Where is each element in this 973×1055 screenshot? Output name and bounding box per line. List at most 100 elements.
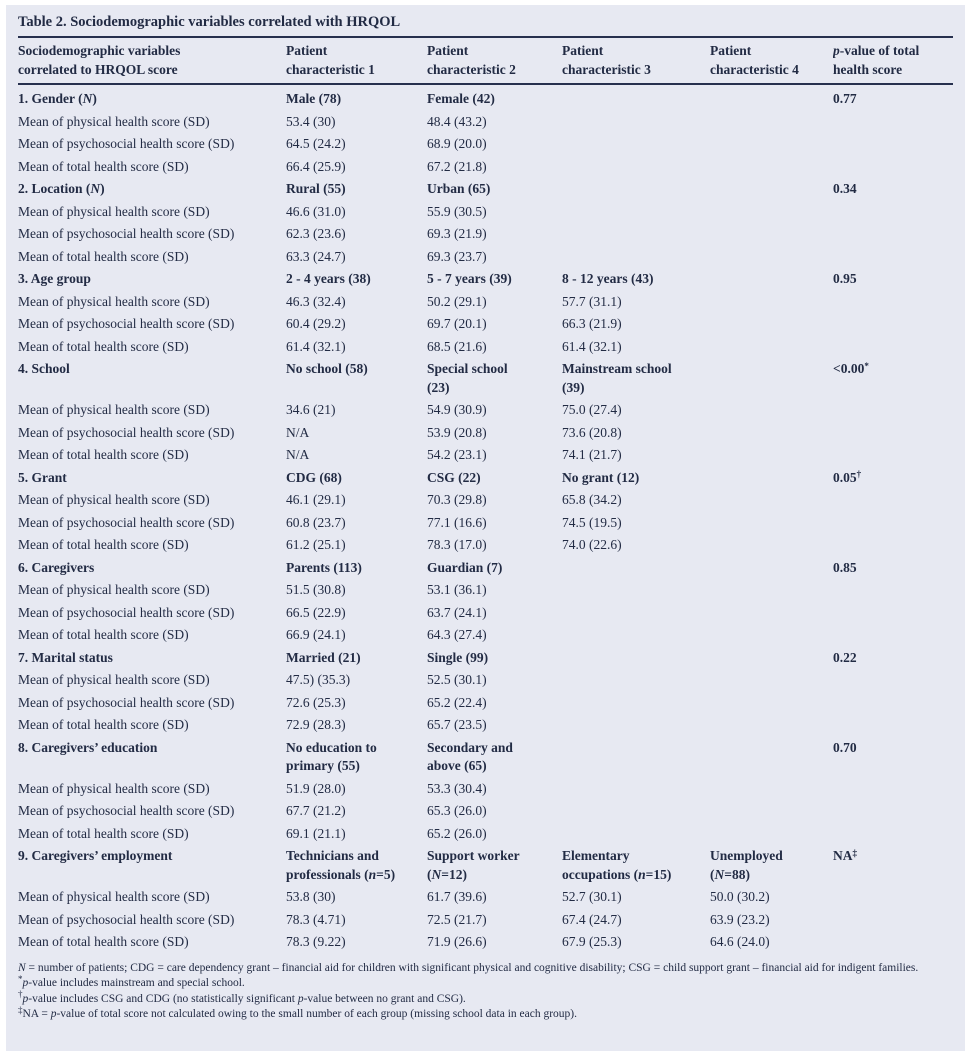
value-cell: 78.3 (9.22)	[286, 934, 346, 949]
value-cell: 75.0 (27.4)	[562, 402, 622, 417]
characteristic-cell	[710, 84, 833, 111]
section-row: 1. Gender (N) Male (78) Female (42) 0.77	[18, 84, 953, 111]
value-cell: 52.5 (30.1)	[427, 672, 487, 687]
value-cell: 61.4 (32.1)	[562, 338, 622, 354]
empty-p-cell	[833, 246, 953, 269]
empty-p-cell	[833, 223, 953, 246]
row-label-cell: Mean of total health score (SD)	[18, 158, 189, 174]
value-cell: 62.3 (23.6)	[286, 226, 346, 241]
row-label-cell: Mean of total health score (SD)	[18, 934, 189, 949]
row-label-cell: Mean of physical health score (SD)	[18, 889, 210, 904]
value-cell	[710, 534, 833, 557]
value-cell: 78.3 (4.71)	[286, 911, 346, 927]
empty-p-cell	[833, 336, 953, 359]
data-row: Mean of psychosocial health score (SD) 64…	[18, 133, 953, 156]
empty-p-cell	[833, 669, 953, 692]
value-cell: 60.8 (23.7)	[286, 514, 346, 530]
value-cell	[710, 111, 833, 134]
empty-p-cell	[833, 602, 953, 625]
value-cell: 74.5 (19.5)	[562, 514, 622, 530]
data-row: Mean of total health score (SD) 63.3 (24.…	[18, 246, 953, 269]
characteristic-cell: 2 - 4 years (38)	[286, 271, 371, 286]
column-header-4: Patient characteristic 3	[562, 38, 710, 85]
row-label-cell: Mean of total health score (SD)	[18, 717, 189, 732]
row-label-cell: Mean of psychosocial health score (SD)	[18, 514, 235, 530]
empty-p-cell	[833, 778, 953, 801]
value-cell	[562, 823, 710, 846]
empty-p-cell	[833, 692, 953, 715]
value-cell: 53.3 (30.4)	[427, 780, 487, 796]
row-label-cell: Mean of psychosocial health score (SD)	[18, 226, 235, 241]
row-label-cell: Mean of physical health score (SD)	[18, 113, 210, 129]
value-cell: 51.5 (30.8)	[286, 582, 346, 597]
column-header-3: Patient characteristic 2	[427, 38, 562, 85]
p-value-cell: 0.77	[833, 91, 857, 106]
value-cell: 63.3 (24.7)	[286, 248, 346, 264]
row-label-cell: Mean of physical health score (SD)	[18, 492, 210, 507]
characteristic-cell: No school (58)	[286, 361, 368, 376]
section-label-cell: 6. Caregivers	[18, 559, 95, 575]
value-cell: 71.9 (26.6)	[427, 934, 487, 949]
characteristic-cell: No grant (12)	[562, 469, 640, 485]
value-cell	[710, 800, 833, 823]
footnote-line-4: ‡NA = p-value of total score not calcula…	[18, 1004, 578, 1020]
row-label-cell: Mean of psychosocial health score (SD)	[18, 604, 235, 620]
value-cell: 74.0 (22.6)	[562, 537, 622, 552]
value-cell	[710, 313, 833, 336]
row-label-cell: Mean of physical health score (SD)	[18, 780, 210, 796]
value-cell	[562, 669, 710, 692]
data-row: Mean of psychosocial health score (SD) 78…	[18, 909, 953, 932]
value-cell: 65.8 (34.2)	[562, 492, 622, 507]
value-cell	[562, 714, 710, 737]
empty-p-cell	[833, 534, 953, 557]
characteristic-cell: No education to primary (55)	[286, 739, 377, 774]
characteristic-cell	[562, 178, 710, 201]
empty-p-cell	[833, 489, 953, 512]
value-cell: 53.4 (30)	[286, 113, 336, 129]
value-cell	[562, 133, 710, 156]
section-row: 9. Caregivers’ employment Technicians and…	[18, 845, 953, 886]
column-header-2: Patient characteristic 1	[286, 38, 427, 85]
value-cell: 72.5 (21.7)	[427, 911, 487, 927]
empty-p-cell	[833, 422, 953, 445]
value-cell: 66.9 (24.1)	[286, 627, 346, 642]
value-cell: 65.2 (22.4)	[427, 694, 487, 710]
characteristic-cell	[710, 647, 833, 670]
footnote-line-3: †p-value includes CSG and CDG (no statis…	[18, 989, 466, 1005]
characteristic-cell	[710, 358, 833, 399]
characteristic-cell	[710, 268, 833, 291]
value-cell: 53.9 (20.8)	[427, 424, 487, 440]
data-row: Mean of total health score (SD) 61.2 (25.…	[18, 534, 953, 557]
empty-p-cell	[833, 444, 953, 467]
characteristic-cell: Special school (23)	[427, 361, 508, 395]
data-row: Mean of total health score (SD) 66.4 (25.…	[18, 156, 953, 179]
data-row: Mean of psychosocial health score (SD) 72…	[18, 692, 953, 715]
characteristic-cell	[710, 178, 833, 201]
value-cell: 63.9 (23.2)	[710, 911, 770, 927]
value-cell: 65.3 (26.0)	[427, 803, 487, 818]
value-cell	[562, 223, 710, 246]
empty-p-cell	[833, 624, 953, 647]
footnotes: N = number of patients; CDG = care depen…	[18, 961, 953, 1023]
section-row: 3. Age group 2 - 4 years (38) 5 - 7 years …	[18, 268, 953, 291]
row-label-cell: Mean of physical health score (SD)	[18, 402, 210, 417]
value-cell: 66.4 (25.9)	[286, 158, 346, 174]
column-header-5: Patient characteristic 4	[710, 38, 833, 85]
value-cell	[562, 800, 710, 823]
data-row: Mean of physical health score (SD) 53.8 (…	[18, 886, 953, 909]
section-label-cell: 8. Caregivers’ education	[18, 739, 158, 755]
value-cell	[710, 444, 833, 467]
p-value-cell: <0.00*	[833, 360, 869, 376]
value-cell: 64.3 (27.4)	[427, 627, 487, 642]
value-cell	[710, 156, 833, 179]
empty-p-cell	[833, 291, 953, 314]
characteristic-cell: Married (21)	[286, 649, 361, 665]
p-value-cell: 0.22	[833, 649, 857, 665]
row-label-cell: Mean of psychosocial health score (SD)	[18, 694, 235, 710]
value-cell: 67.2 (21.8)	[427, 158, 487, 174]
empty-p-cell	[833, 512, 953, 535]
characteristic-cell	[710, 737, 833, 778]
table-2-panel: Table 2. Sociodemographic variables corr…	[6, 5, 965, 1051]
value-cell	[710, 778, 833, 801]
characteristic-cell: Elementary occupations (n=15)	[562, 848, 672, 882]
